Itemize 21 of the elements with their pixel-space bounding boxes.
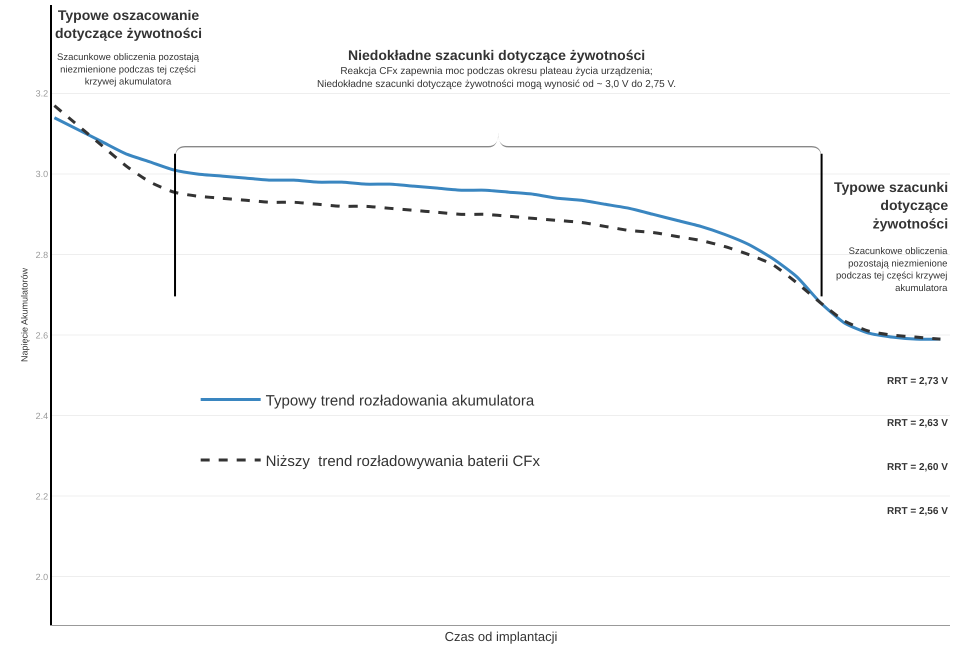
annotation: Typowe oszacowanie dotyczące żywotności [55,7,202,42]
y-tick-label: 3.0 [36,169,48,180]
y-tick-label: 2.8 [36,250,48,260]
y-tick-label: 2.0 [36,572,48,582]
y-tick-label: 2.6 [36,330,48,340]
annotation: RRT = 2,56 V [887,506,948,517]
annotation: Szacunkowe obliczenia pozostają niezmienione podczas tej części krzywej akumulatora [57,52,200,88]
legend-label: Typowy trend rozładowania akumulatora [266,392,535,410]
y-axis-title: Napięcie Akumulatorów [20,267,30,362]
legend-label: Niższy trend rozładowywania baterii CFx [266,452,540,470]
y-tick-label: 3.2 [36,88,48,99]
annotation: RRT = 2,73 V [887,376,948,387]
x-axis-title: Czas od implantacji [444,629,558,644]
annotation: Niedokładne szacunki dotyczące żywotności [348,47,646,63]
annotation: RRT = 2,60 V [887,462,948,473]
annotation: Reakcja CFx zapewnia moc podczas okresu plateau życia urządzenia; Niedokładne szacunki dotyczące żywotności mogą wynosić od ~ 3,0 V do 2,75 V. [317,66,676,90]
y-tick-label: 2.2 [36,491,48,502]
annotation: RRT = 2,63 V [887,418,948,429]
annotation: Typowe szacunki dotyczące żywotności [834,179,948,232]
y-tick-label: 2.4 [36,410,48,421]
annotation: Szacunkowe obliczenia pozostają niezmienione podczas tej części krzywej akumulatora [836,246,948,294]
